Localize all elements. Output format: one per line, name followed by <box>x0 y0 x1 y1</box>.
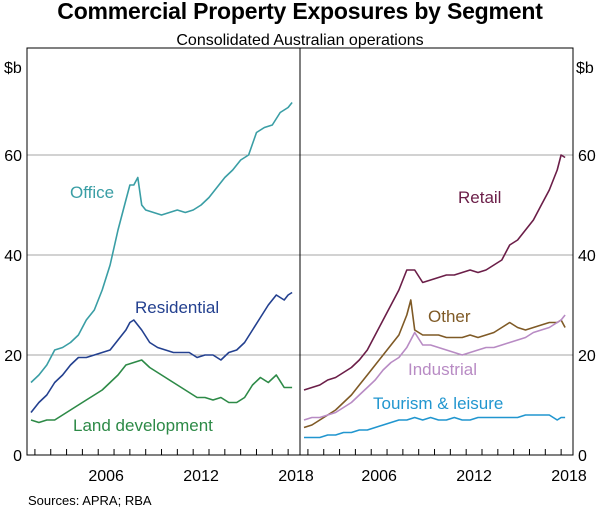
xtick-label-1-2006: 2006 <box>361 468 397 485</box>
label-industrial: Industrial <box>408 360 477 379</box>
x-tick-labels: 2006 2012 2018 2006 2012 2018 <box>88 468 587 485</box>
right-y-tick-labels: 0 20 40 60 <box>578 148 596 465</box>
series-other <box>303 299 566 429</box>
xtick-label-1-2012: 2012 <box>456 468 492 485</box>
xtick-label-0-2018: 2018 <box>278 468 314 485</box>
series-tourism-leisure <box>304 414 566 439</box>
xtick-label-1-2018: 2018 <box>551 468 587 485</box>
label-tourism-leisure: Tourism & leisure <box>373 394 503 413</box>
label-land-development: Land development <box>73 416 213 435</box>
x-tick-marks <box>34 449 562 455</box>
right-unit-label: $b <box>576 60 594 77</box>
left-ytick-20: 20 <box>4 348 22 365</box>
left-ytick-0: 0 <box>13 448 22 465</box>
left-ytick-60: 60 <box>4 148 22 165</box>
xtick-label-0-2006: 2006 <box>88 468 124 485</box>
source-note: Sources: APRA; RBA <box>28 493 152 508</box>
panel-frames <box>26 47 574 456</box>
right-ytick-20: 20 <box>578 348 596 365</box>
left-unit-label: $b <box>4 60 22 77</box>
left-ytick-40: 40 <box>4 248 22 265</box>
label-office: Office <box>70 183 114 202</box>
left-y-tick-labels: 0 20 40 60 <box>4 148 22 465</box>
right-ytick-60: 60 <box>578 148 596 165</box>
series-industrial <box>303 314 566 421</box>
series-office <box>30 102 293 384</box>
chart-subtitle: Consolidated Australian operations <box>176 32 424 49</box>
right-ytick-40: 40 <box>578 248 596 265</box>
label-other: Other <box>428 307 471 326</box>
chart-title: Commercial Property Exposures by Segment <box>57 0 543 24</box>
series-land-development <box>30 359 293 424</box>
series-residential <box>30 291 293 413</box>
series-lines <box>30 102 566 439</box>
xtick-label-0-2012: 2012 <box>183 468 219 485</box>
label-retail: Retail <box>458 188 501 207</box>
label-residential: Residential <box>135 298 219 317</box>
series-retail <box>303 154 566 391</box>
right-ytick-0: 0 <box>578 448 587 465</box>
